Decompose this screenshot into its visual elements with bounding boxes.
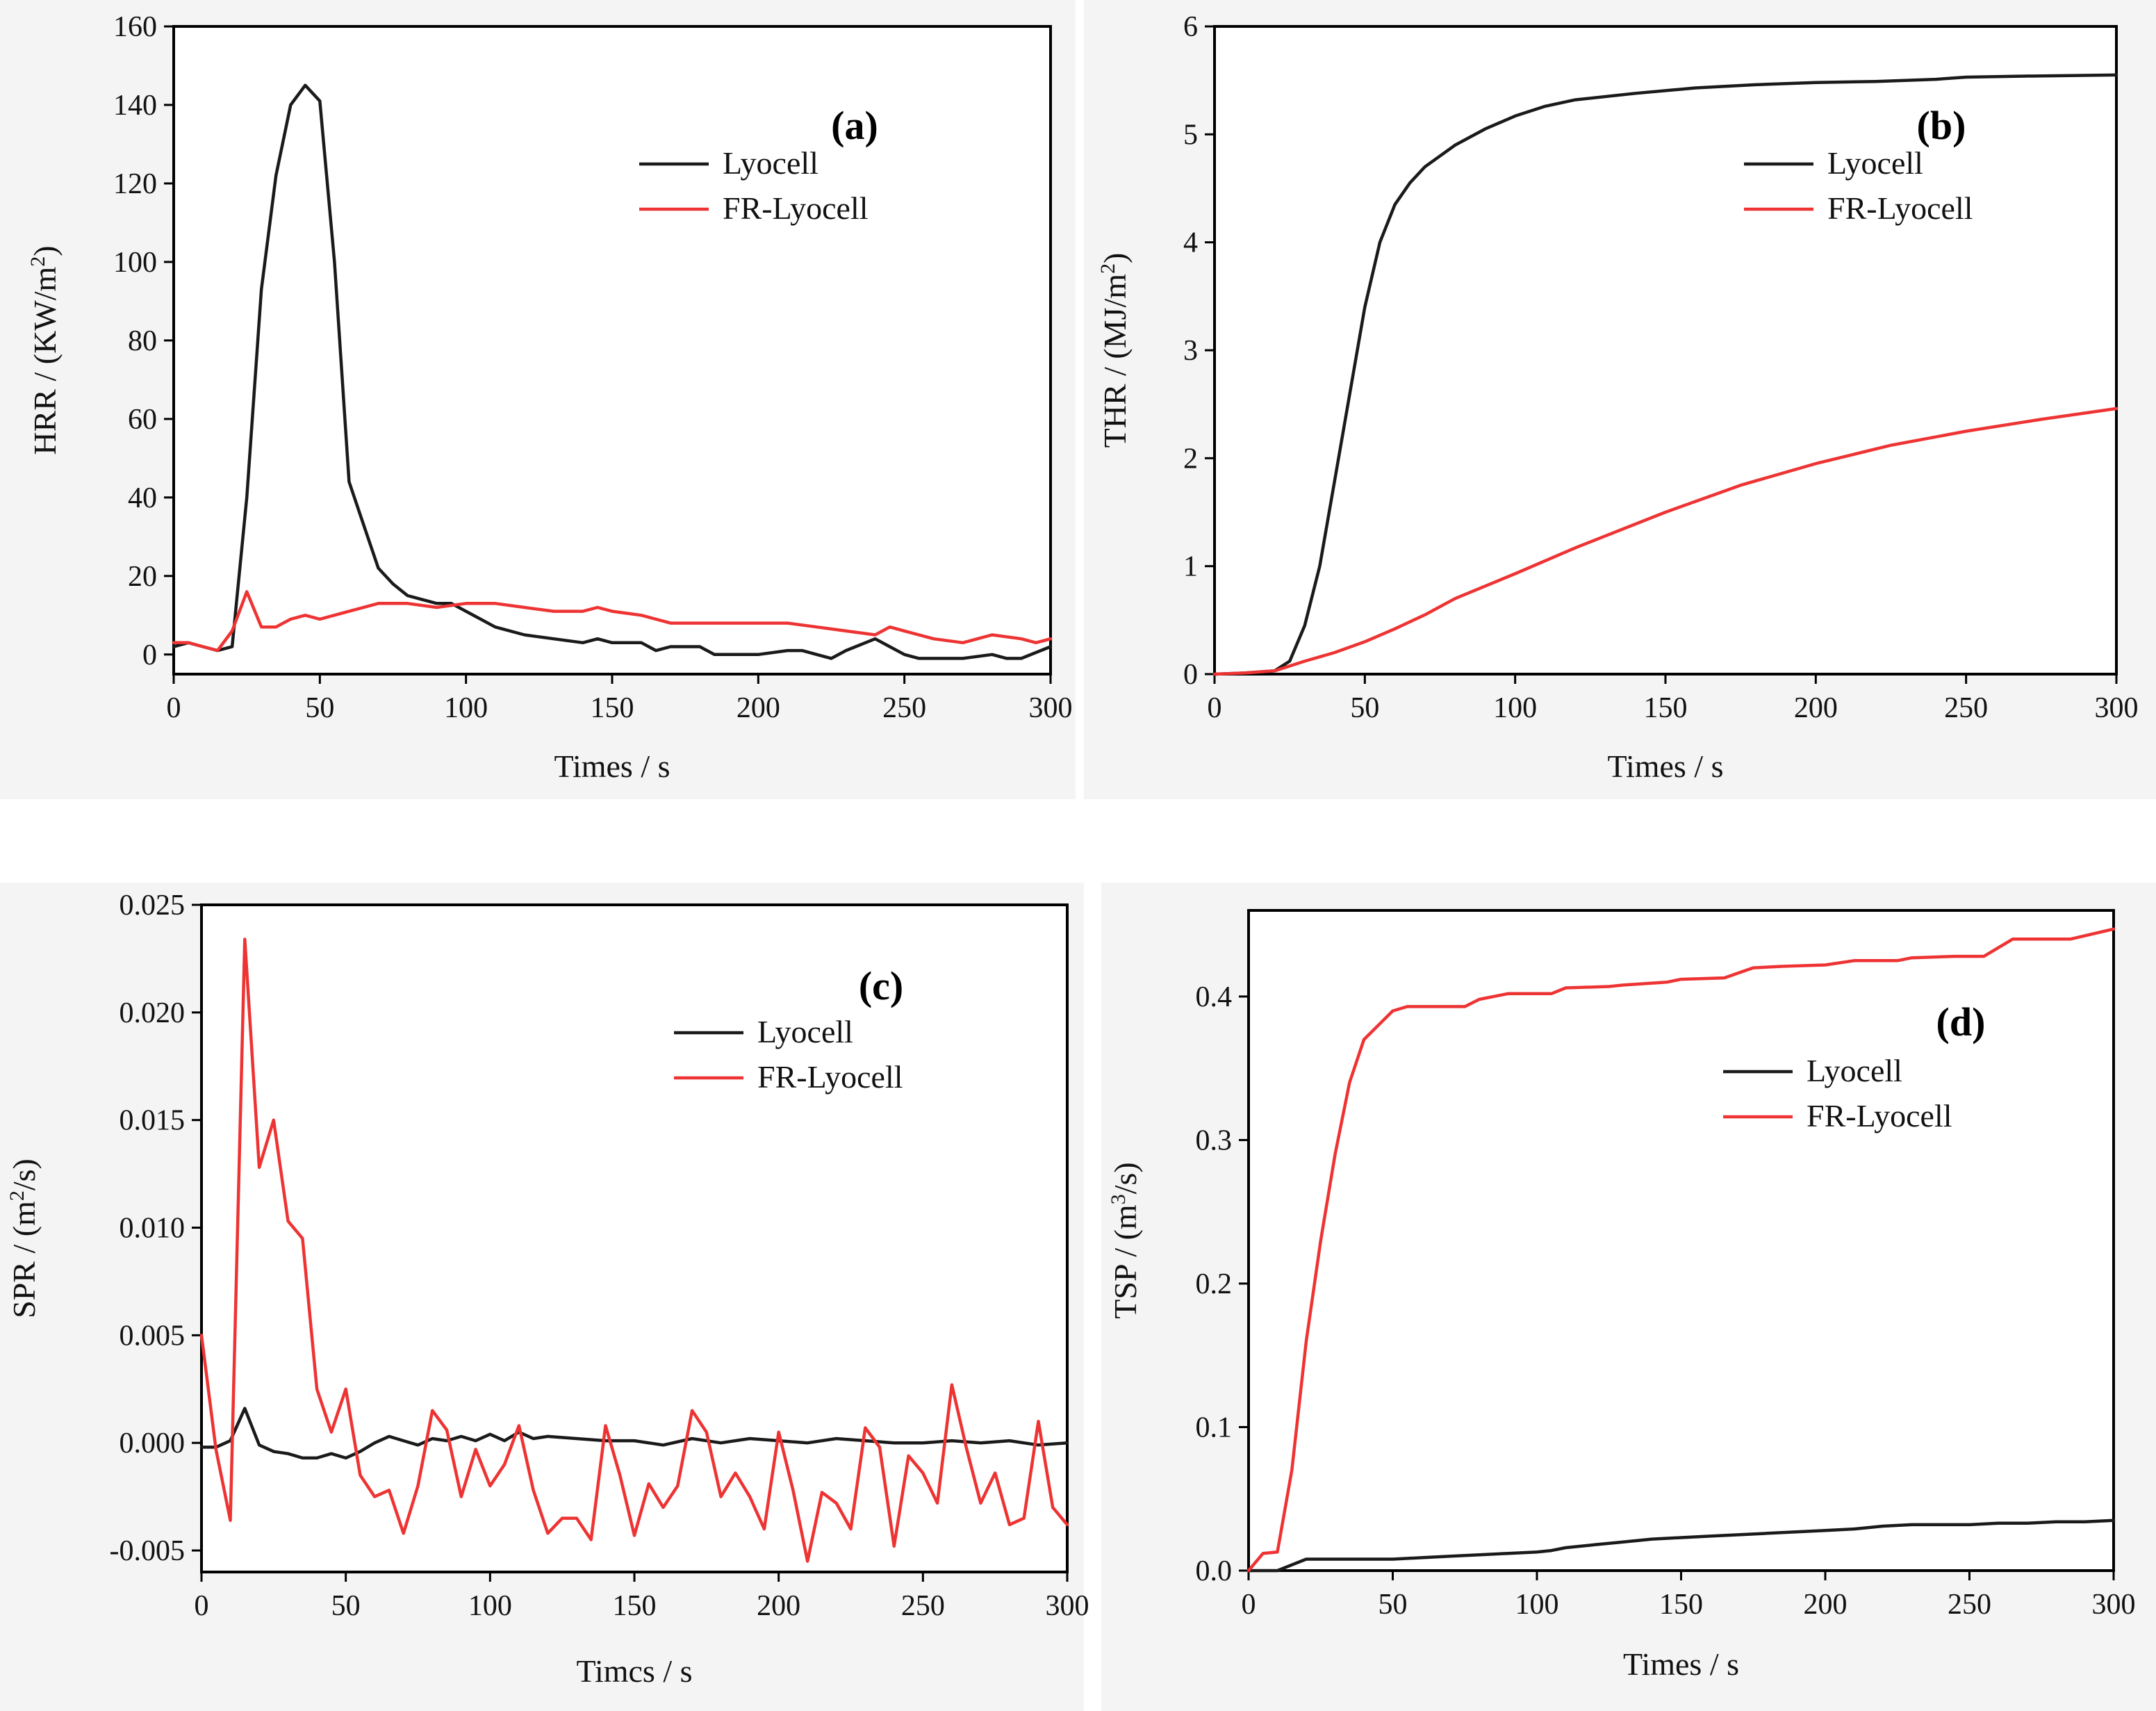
series-line-lyocell: [199, 1407, 1069, 1460]
y-tick-label: 6: [1183, 11, 1198, 43]
x-tick-label: 100: [1515, 1589, 1559, 1621]
x-tick-label: 250: [901, 1590, 945, 1622]
x-axis-title: Times / s: [554, 748, 670, 784]
plot-frame: [1247, 909, 2115, 1572]
y-tick-label: 140: [113, 90, 157, 122]
x-tick-label: 200: [1804, 1589, 1848, 1621]
x-tick-label: 50: [1379, 1589, 1408, 1621]
legend-label: FR-Lyocell: [757, 1059, 903, 1095]
x-axis-title: Timcs / s: [576, 1653, 692, 1689]
legend-label: FR-Lyocell: [723, 190, 869, 226]
plot-frame: [200, 903, 1069, 1573]
x-tick-label: 100: [444, 692, 488, 724]
y-axis-title: SPR / (m2/s): [6, 1159, 42, 1318]
x-tick-label: 50: [305, 692, 334, 724]
chart-panel-3: 0 50 100 150 200 250 300 -0.005 0.000 0.005 0.010 0…: [0, 883, 1089, 1711]
y-tick-label: 2: [1183, 443, 1198, 475]
legend-label: Lyocell: [1807, 1053, 1902, 1088]
y-tick-label: 120: [113, 168, 157, 200]
x-axis-title: Times / s: [1623, 1646, 1739, 1682]
y-tick-label: 0: [1183, 659, 1198, 691]
x-tick-label: 50: [1350, 692, 1379, 724]
x-tick-label: 300: [2095, 692, 2139, 724]
y-tick-label: 40: [128, 482, 157, 514]
panel-label: (b): [1917, 103, 1966, 148]
x-tick-label: 0: [167, 692, 181, 724]
x-tick-label: 100: [468, 1590, 512, 1622]
series-line-fr-lyocell: [199, 938, 1069, 1563]
panel-label: (c): [859, 963, 903, 1008]
x-tick-label: 150: [591, 692, 634, 724]
y-axis-title: THR / (MJ/m2): [1096, 253, 1133, 448]
series-line-fr-lyocell: [1212, 407, 2118, 676]
y-tick-label: 0.005: [120, 1320, 186, 1352]
x-tick-label: 0: [1242, 1589, 1256, 1621]
x-tick-label: 150: [613, 1590, 657, 1622]
y-axis-title: HRR / (KW/m2): [26, 245, 63, 455]
x-tick-label: 150: [1644, 692, 1688, 724]
x-axis-title: Times / s: [1607, 748, 1723, 784]
x-tick-label: 0: [1208, 692, 1222, 724]
y-tick-label: 0.025: [120, 890, 186, 922]
y-tick-label: 0.3: [1196, 1124, 1233, 1156]
x-tick-label: 300: [1046, 1590, 1089, 1622]
series-line-lyocell: [1212, 73, 2118, 676]
x-tick-label: 100: [1493, 692, 1537, 724]
y-tick-label: 0.1: [1196, 1411, 1233, 1443]
x-tick-label: 200: [1794, 692, 1838, 724]
y-tick-label: -0.005: [110, 1535, 186, 1567]
y-tick-label: 1: [1183, 551, 1198, 583]
panel-label: (a): [831, 103, 878, 148]
legend-label: FR-Lyocell: [1807, 1098, 1952, 1133]
x-tick-label: 200: [737, 692, 780, 724]
x-tick-label: 300: [2092, 1589, 2136, 1621]
x-tick-label: 300: [1029, 692, 1073, 724]
y-tick-label: 5: [1183, 119, 1198, 151]
y-tick-label: 20: [128, 561, 157, 593]
y-tick-label: 0.0: [1196, 1555, 1233, 1587]
x-tick-label: 150: [1659, 1589, 1703, 1621]
x-tick-label: 250: [1948, 1589, 1991, 1621]
y-axis-title: TSP / (m3/s): [1107, 1162, 1144, 1318]
x-tick-label: 250: [1944, 692, 1988, 724]
legend-label: Lyocell: [757, 1014, 853, 1049]
x-tick-label: 0: [195, 1590, 209, 1622]
y-tick-label: 4: [1183, 227, 1198, 259]
chart-panel-2: 0 50 100 150 200 250 300 0 1 2 3 4 5 6 Times / s THR / …: [1084, 0, 2156, 799]
x-tick-label: 50: [331, 1590, 361, 1622]
x-tick-label: 200: [757, 1590, 800, 1622]
series-line-fr-lyocell: [172, 590, 1053, 653]
y-tick-label: 0: [142, 639, 157, 671]
plot-frame: [172, 25, 1052, 676]
x-tick-label: 250: [882, 692, 926, 724]
y-tick-label: 160: [113, 11, 157, 43]
series-line-lyocell: [172, 83, 1053, 660]
y-tick-label: 0.015: [120, 1105, 186, 1137]
y-tick-label: 0.020: [120, 997, 186, 1029]
y-tick-label: 0.4: [1196, 981, 1233, 1013]
chart-panel-4: 0 50 100 150 200 250 300 0.0 0.1 0.2 0.3 0.4 Times /…: [1101, 883, 2156, 1711]
y-tick-label: 100: [113, 247, 157, 279]
legend-label: Lyocell: [723, 145, 818, 181]
plot-frame: [1213, 25, 2118, 676]
series-line-fr-lyocell: [1246, 927, 2116, 1573]
y-tick-label: 0.000: [120, 1427, 186, 1459]
legend-label: FR-Lyocell: [1827, 190, 1973, 226]
y-tick-label: 80: [128, 325, 157, 357]
y-tick-label: 0.010: [120, 1213, 186, 1245]
series-line-lyocell: [1246, 1518, 2116, 1573]
chart-panel-1: 0 50 100 150 200 250 300 0 20 40 60 80 100 120 140 160 T…: [0, 0, 1076, 799]
panel-label: (d): [1936, 999, 1986, 1045]
y-tick-label: 3: [1183, 335, 1198, 367]
y-tick-label: 60: [128, 404, 157, 436]
legend-label: Lyocell: [1827, 145, 1923, 181]
y-tick-label: 0.2: [1196, 1268, 1233, 1300]
